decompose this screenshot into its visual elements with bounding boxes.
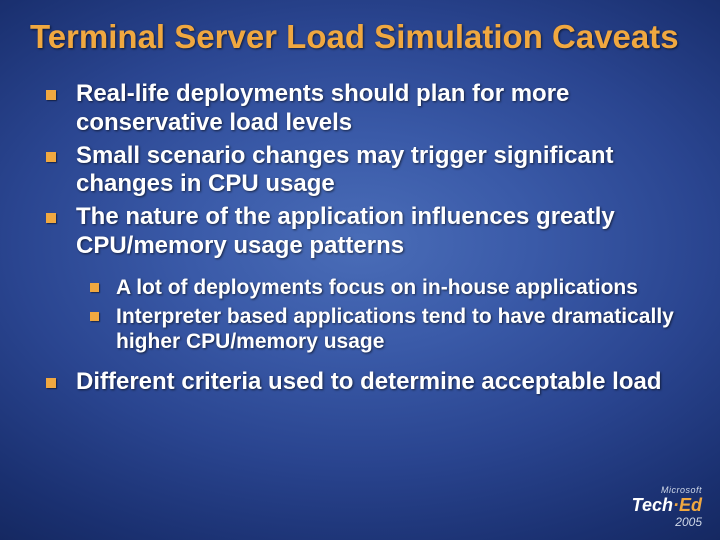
brand-label: Tech·Ed [632,496,702,515]
bullet-item: Different criteria used to determine acc… [46,368,690,397]
sub-bullet-item: Interpreter based applications tend to h… [90,304,690,354]
company-label: Microsoft [632,486,702,495]
brand-part-a: Tech [632,495,673,515]
year-label: 2005 [632,516,702,528]
bullet-list: Real-life deployments should plan for mo… [46,80,690,261]
brand-part-b: ·Ed [673,495,702,515]
bullet-list-continued: Different criteria used to determine acc… [46,368,690,397]
bullet-item: Small scenario changes may trigger signi… [46,142,690,200]
bullet-item: The nature of the application influences… [46,203,690,261]
slide-title: Terminal Server Load Simulation Caveats [30,18,690,56]
sub-bullet-item: A lot of deployments focus on in-house a… [90,275,690,300]
footer-logo: Microsoft Tech·Ed 2005 [632,486,702,528]
bullet-item: Real-life deployments should plan for mo… [46,80,690,138]
sub-bullet-list: A lot of deployments focus on in-house a… [90,275,690,355]
slide: Terminal Server Load Simulation Caveats … [0,0,720,540]
